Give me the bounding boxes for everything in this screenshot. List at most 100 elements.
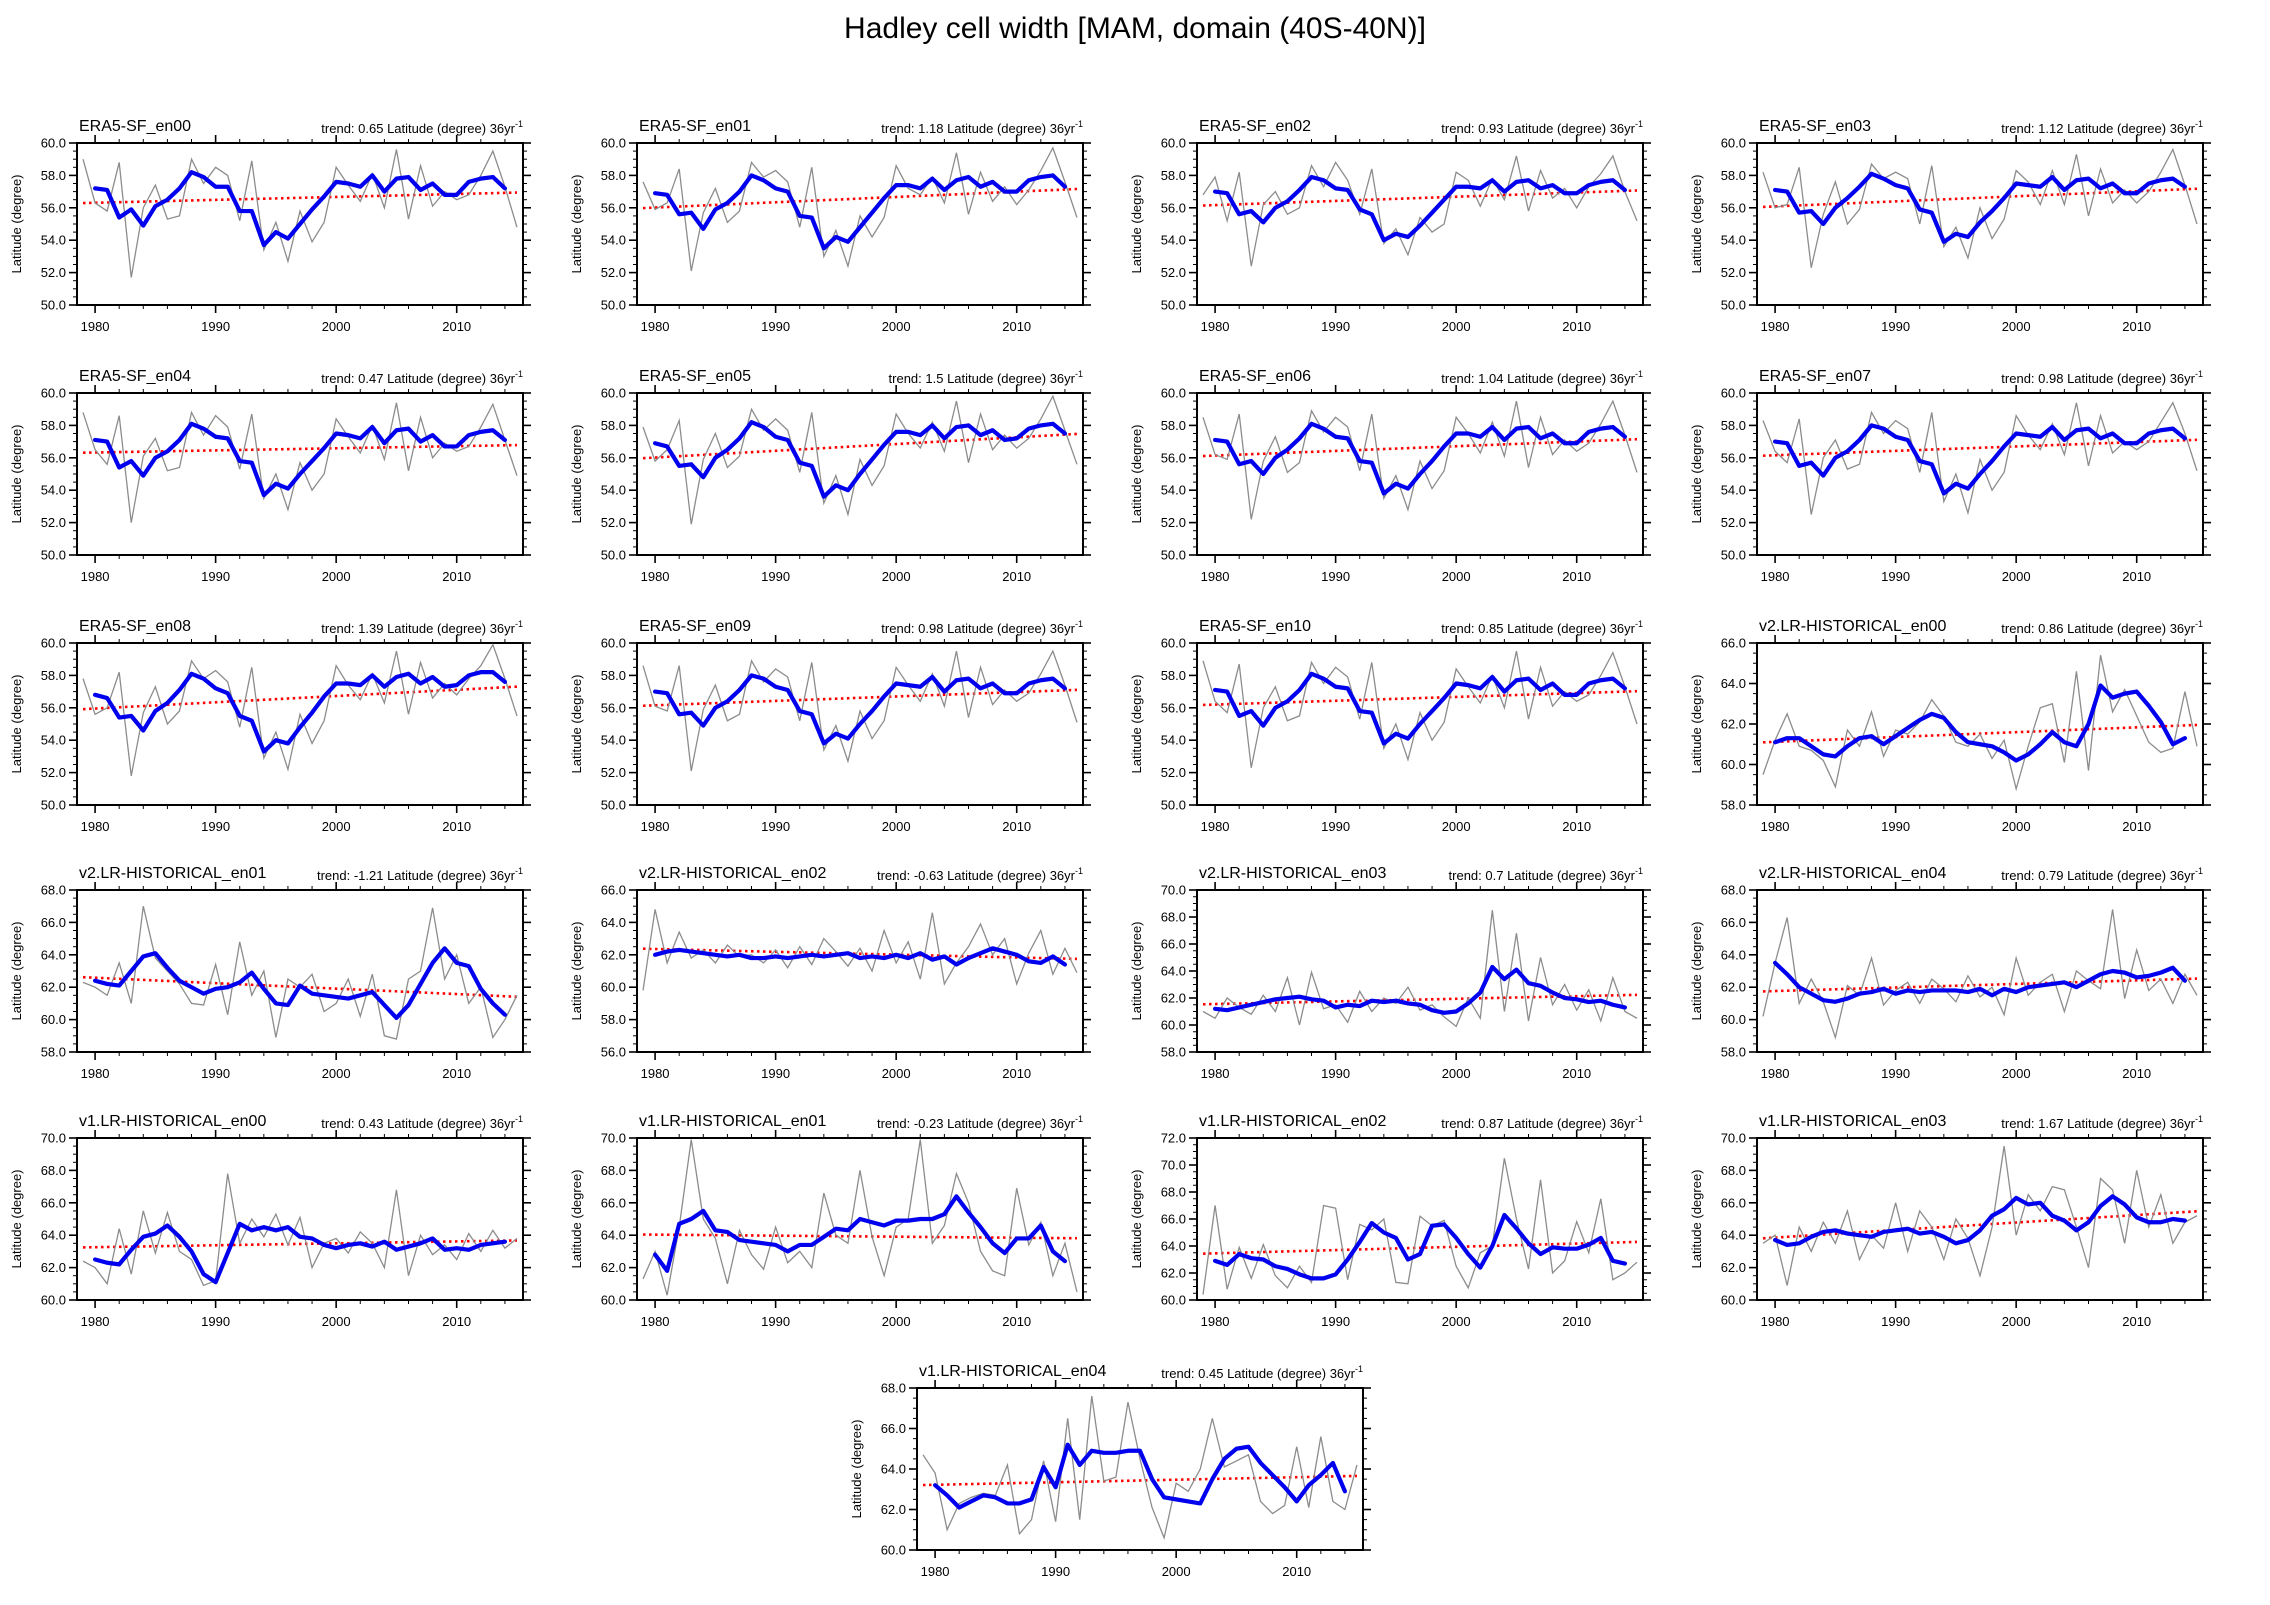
y-tick-label: 54.0 <box>1721 233 1746 248</box>
x-tick-label: 2010 <box>442 819 471 834</box>
y-tick-label: 58.0 <box>1721 168 1746 183</box>
y-tick-label: 70.0 <box>601 1131 626 1146</box>
x-tick-label: 1980 <box>641 569 670 584</box>
y-tick-label: 68.0 <box>881 1381 906 1396</box>
x-tick-label: 1990 <box>761 319 790 334</box>
chart-panel: 1980 1990 2000 2010 58.0 60.0 62.0 64.0 66.0 68.0… <box>1129 865 1651 1081</box>
plot-frame <box>76 889 524 1053</box>
y-tick-label: 56.0 <box>1161 700 1186 715</box>
smoothed-line <box>92 1221 508 1285</box>
superscript: -1 <box>2195 619 2203 629</box>
panel-title: v1.LR-HISTORICAL_en02 <box>1199 1113 1386 1130</box>
annual-line <box>1762 147 2198 268</box>
superscript: -1 <box>2195 1114 2203 1124</box>
annual-line <box>642 649 1078 772</box>
y-tick-label: 64.0 <box>1721 947 1746 962</box>
y-tick-label: 50.0 <box>1161 798 1186 813</box>
y-tick-label: 60.0 <box>881 1543 906 1558</box>
y-tick-label: 58.0 <box>41 668 66 683</box>
y-axis-label: Latitude (degree) <box>569 174 584 273</box>
y-axis-label: Latitude (degree) <box>1129 174 1144 273</box>
y-tick-label: 56.0 <box>41 700 66 715</box>
trend-line <box>642 947 1078 961</box>
chart-panel: 1980 1990 2000 2010 60.0 62.0 64.0 66.0 68.0 70.0… <box>1689 1113 2211 1329</box>
x-tick-label: 1990 <box>1321 319 1350 334</box>
y-tick-label: 54.0 <box>601 483 626 498</box>
annual-line <box>1202 1158 1638 1295</box>
y-tick-label: 56.0 <box>41 200 66 215</box>
y-tick-label: 60.0 <box>41 386 66 401</box>
x-tick-label: 1980 <box>1761 569 1790 584</box>
chart-panel: 1980 1990 2000 2010 60.0 62.0 64.0 66.0 68.0 70.0… <box>9 1113 531 1329</box>
x-tick-label: 1980 <box>641 1066 670 1081</box>
smoothed-line <box>92 670 508 754</box>
chart-panel: 1980 1990 2000 2010 58.0 60.0 62.0 64.0 66.0 68.0… <box>1689 865 2211 1081</box>
x-tick-label: 2010 <box>1002 1314 1031 1329</box>
x-tick-label: 1990 <box>1881 819 1910 834</box>
chart-panel: 1980 1990 2000 2010 50.0 52.0 54.0 56.0 58.0 60.0… <box>1689 368 2211 584</box>
y-tick-label: 50.0 <box>601 298 626 313</box>
chart-panel: 1980 1990 2000 2010 58.0 60.0 62.0 64.0 66.0 v2.L… <box>1689 618 2211 834</box>
chart-panel: 1980 1990 2000 2010 60.0 62.0 64.0 66.0 68.0 70.0… <box>1129 1113 1651 1329</box>
x-tick-label: 1990 <box>1041 1564 1070 1579</box>
superscript: -1 <box>515 866 523 876</box>
y-axis-label: Latitude (degree) <box>1129 674 1144 773</box>
x-tick-label: 2010 <box>2122 819 2151 834</box>
panel-title: ERA5-SF_en01 <box>639 118 751 135</box>
smoothed-line <box>1772 171 2188 244</box>
x-tick-label: 1980 <box>1201 1314 1230 1329</box>
panel-trend-label: trend: 0.87 Latitude (degree) 36yr-1 <box>1441 1114 1643 1131</box>
x-tick-label: 1990 <box>201 819 230 834</box>
y-tick-label: 54.0 <box>1721 483 1746 498</box>
x-tick-label: 1990 <box>1321 819 1350 834</box>
y-tick-label: 58.0 <box>1161 1045 1186 1060</box>
y-tick-label: 56.0 <box>41 450 66 465</box>
y-tick-label: 54.0 <box>41 483 66 498</box>
panel-title: ERA5-SF_en07 <box>1759 368 1871 385</box>
x-tick-label: 1990 <box>1881 1314 1910 1329</box>
y-tick-label: 50.0 <box>1721 298 1746 313</box>
y-tick-label: 60.0 <box>1721 136 1746 151</box>
y-tick-label: 70.0 <box>1161 883 1186 898</box>
superscript: -1 <box>2195 119 2203 129</box>
y-axis-label: Latitude (degree) <box>569 424 584 523</box>
y-tick-label: 50.0 <box>41 298 66 313</box>
y-tick-label: 60.0 <box>1721 386 1746 401</box>
panel-title: ERA5-SF_en06 <box>1199 368 1311 385</box>
x-tick-label: 2000 <box>322 569 351 584</box>
y-axis-label: Latitude (degree) <box>1689 674 1704 773</box>
annual-line <box>1202 154 1638 267</box>
panel-title: v2.LR-HISTORICAL_en02 <box>639 865 826 882</box>
y-tick-label: 56.0 <box>601 1045 626 1060</box>
y-tick-label: 64.0 <box>601 915 626 930</box>
superscript: -1 <box>1075 1114 1083 1124</box>
y-axis-label: Latitude (degree) <box>9 674 24 773</box>
y-tick-label: 52.0 <box>1161 765 1186 780</box>
panel-trend-label: trend: 1.5 Latitude (degree) 36yr-1 <box>889 369 1083 386</box>
y-tick-label: 56.0 <box>601 200 626 215</box>
annual-line <box>1202 910 1638 1028</box>
chart-panel: 1980 1990 2000 2010 50.0 52.0 54.0 56.0 58.0 60.0… <box>9 118 531 334</box>
y-tick-label: 62.0 <box>1721 980 1746 995</box>
smoothed-line <box>932 1442 1348 1510</box>
chart-panel: 1980 1990 2000 2010 50.0 52.0 54.0 56.0 58.0 60.0… <box>569 118 1091 334</box>
y-tick-label: 64.0 <box>1721 1228 1746 1243</box>
x-tick-label: 2000 <box>1442 1314 1471 1329</box>
x-tick-label: 1990 <box>1321 1314 1350 1329</box>
x-tick-label: 1980 <box>81 819 110 834</box>
x-tick-label: 2010 <box>1562 319 1591 334</box>
annual-line <box>642 394 1078 525</box>
x-tick-label: 2010 <box>442 1066 471 1081</box>
trend-line <box>643 1233 1077 1240</box>
panel-trend-label: trend: 0.98 Latitude (degree) 36yr-1 <box>2001 369 2203 386</box>
smoothed-line <box>92 421 508 498</box>
panel-title: v2.LR-HISTORICAL_en01 <box>79 865 266 882</box>
y-tick-label: 64.0 <box>41 1228 66 1243</box>
x-tick-label: 1990 <box>1881 1066 1910 1081</box>
x-tick-label: 2010 <box>1562 819 1591 834</box>
y-tick-label: 66.0 <box>601 883 626 898</box>
x-tick-label: 2000 <box>2002 1066 2031 1081</box>
y-tick-label: 56.0 <box>1721 450 1746 465</box>
smoothed-line <box>1212 671 1628 746</box>
